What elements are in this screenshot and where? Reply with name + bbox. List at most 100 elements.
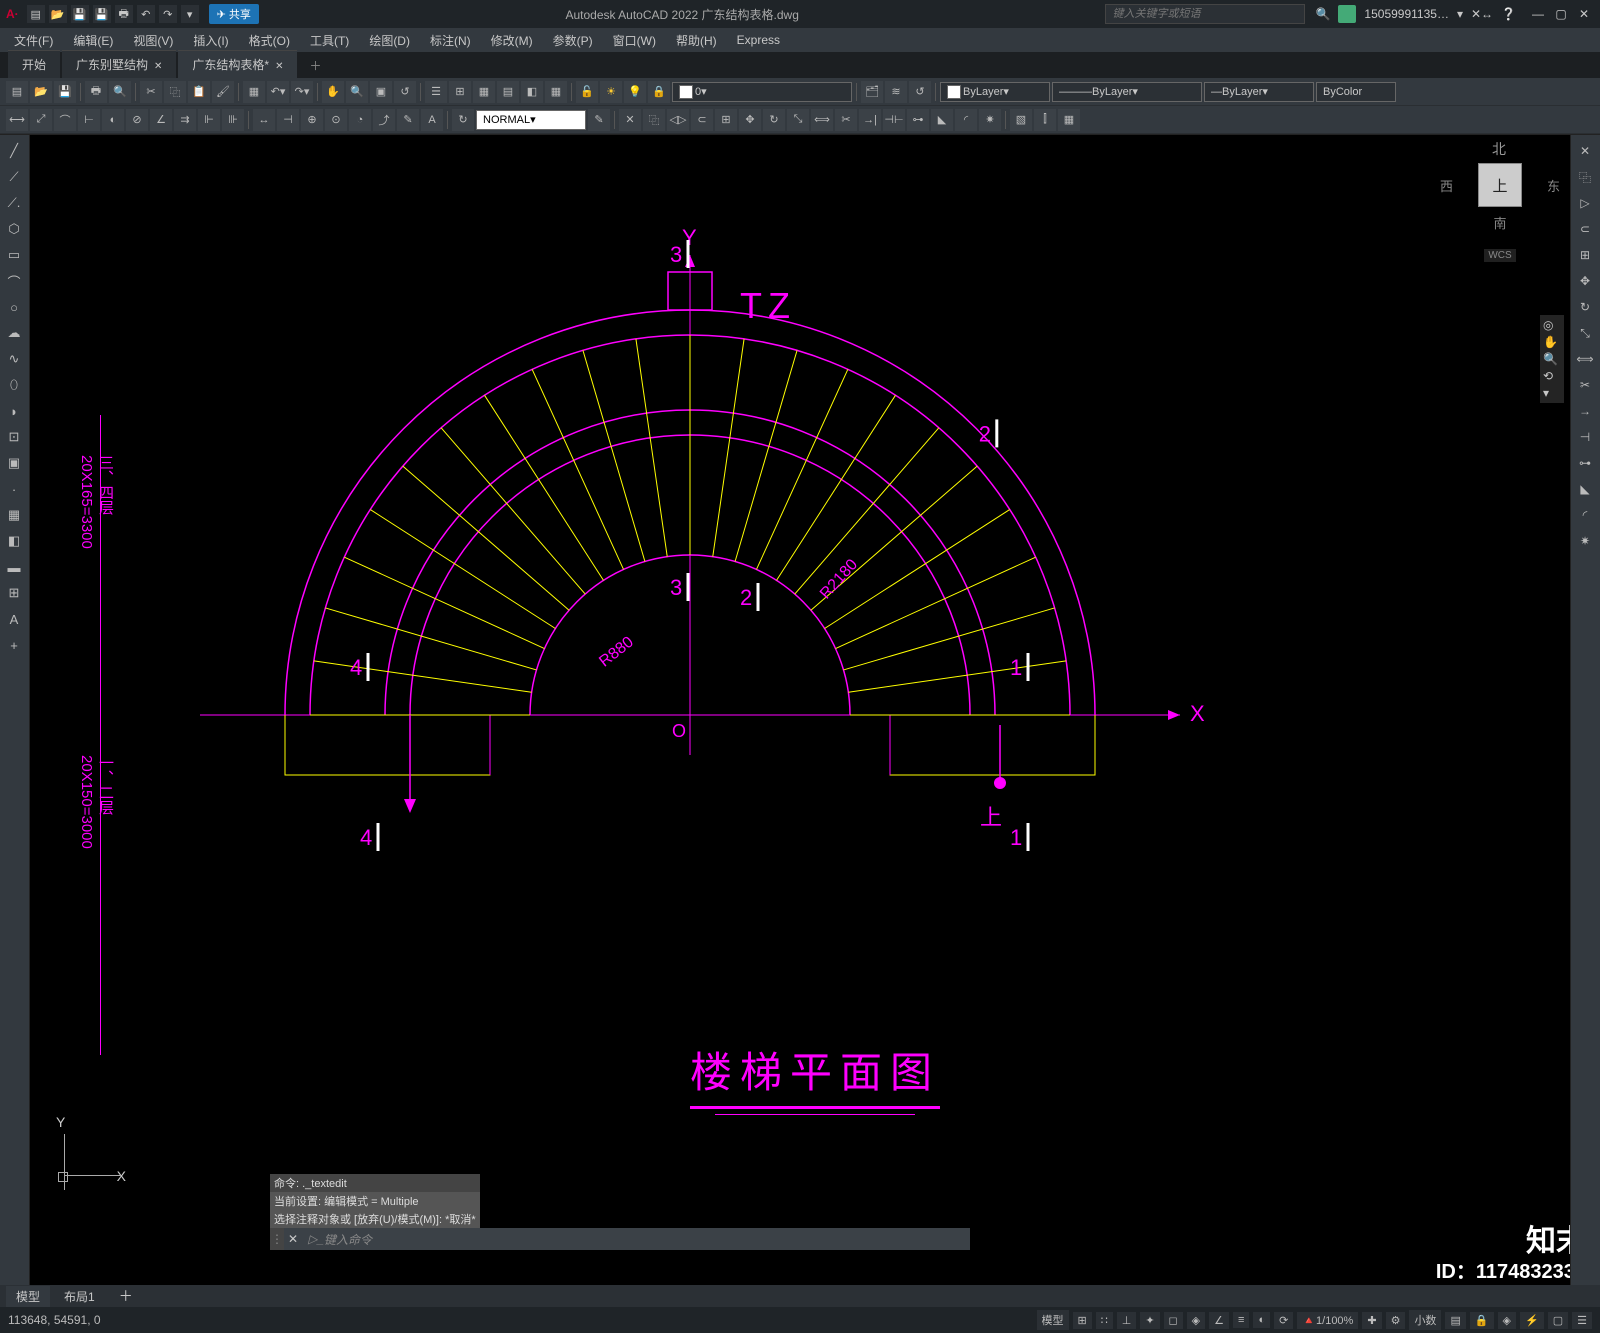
sb-workspace-icon[interactable]: ⚙ <box>1386 1312 1406 1329</box>
dimtedit-icon[interactable]: A <box>421 109 443 131</box>
saveas-icon[interactable]: 💾 <box>93 5 111 23</box>
sb-snap-icon[interactable]: ∷ <box>1096 1312 1113 1329</box>
nav-zoom-icon[interactable]: 🔍 <box>1543 352 1561 366</box>
tab-start[interactable]: 开始 <box>8 50 60 78</box>
join2-icon[interactable]: ⊶ <box>1573 451 1597 475</box>
sb-hardware-icon[interactable]: ⚡ <box>1520 1312 1544 1329</box>
menu-dimension[interactable]: 标注(N) <box>422 30 479 51</box>
toolpalette-icon[interactable]: ▦ <box>473 81 495 103</box>
paste-icon[interactable]: 📋 <box>188 81 210 103</box>
rectangle-icon[interactable]: ▭ <box>2 243 26 267</box>
dim-ordinate-icon[interactable]: ⊢ <box>78 109 100 131</box>
table-icon[interactable]: ⊞ <box>2 581 26 605</box>
erase-icon[interactable]: ✕ <box>1573 139 1597 163</box>
viewcube[interactable]: 北 西 上 东 南 WCS <box>1440 143 1560 283</box>
menu-parametric[interactable]: 参数(P) <box>545 30 601 51</box>
copy-icon[interactable]: ⿻ <box>164 81 186 103</box>
layer-lock-icon[interactable]: 🔒 <box>648 81 670 103</box>
point-icon[interactable]: · <box>2 477 26 501</box>
sb-grid-icon[interactable]: ⊞ <box>1073 1312 1092 1329</box>
redo-icon[interactable]: ↷▾ <box>291 81 313 103</box>
array2-icon[interactable]: ⊞ <box>1573 243 1597 267</box>
dimstyle-icon[interactable]: ✎ <box>588 109 610 131</box>
circle-icon[interactable]: ○ <box>2 295 26 319</box>
dim-angular-icon[interactable]: ∠ <box>150 109 172 131</box>
cmdline-handle-icon[interactable]: ⋮ <box>270 1228 284 1250</box>
tab-layout1[interactable]: 布局1 <box>54 1286 105 1307</box>
offset-icon[interactable]: ⊂ <box>691 109 713 131</box>
ellipse-icon[interactable]: ⬯ <box>2 373 26 397</box>
menu-draw[interactable]: 绘图(D) <box>361 30 418 51</box>
nav-showmotion-icon[interactable]: ▾ <box>1543 386 1561 400</box>
sb-isolate-icon[interactable]: ◈ <box>1498 1312 1516 1329</box>
sb-annoscale-icon[interactable]: 🔺1/100% <box>1297 1312 1358 1329</box>
offset2-icon[interactable]: ⊂ <box>1573 217 1597 241</box>
sb-cleanscreen-icon[interactable]: ▢ <box>1548 1312 1568 1329</box>
scale-icon[interactable]: ⤡ <box>787 109 809 131</box>
new-icon[interactable]: ▤ <box>6 81 28 103</box>
dim-diameter-icon[interactable]: ⊘ <box>126 109 148 131</box>
menu-edit[interactable]: 编辑(E) <box>65 30 121 51</box>
chamfer-icon[interactable]: ◣ <box>931 109 953 131</box>
arc-icon[interactable]: ⌒ <box>2 269 26 293</box>
layermgr-icon[interactable]: 🔓 <box>576 81 598 103</box>
dim-arc-icon[interactable]: ⌒ <box>54 109 76 131</box>
designcenter-icon[interactable]: ⊞ <box>449 81 471 103</box>
menu-tools[interactable]: 工具(T) <box>302 30 357 51</box>
layer-off-icon[interactable]: 💡 <box>624 81 646 103</box>
extend2-icon[interactable]: → <box>1573 399 1597 423</box>
tab-doc2[interactable]: 广东结构表格*✕ <box>178 50 297 78</box>
fillet2-icon[interactable]: ◜ <box>1573 503 1597 527</box>
zoomprev-icon[interactable]: ↺ <box>394 81 416 103</box>
plotstyle-dropdown[interactable]: ByColor <box>1316 82 1396 102</box>
save-icon[interactable]: 💾 <box>71 5 89 23</box>
explode-icon[interactable]: ✷ <box>979 109 1001 131</box>
linetype-dropdown[interactable]: ——— ByLayer ▾ <box>1052 82 1202 102</box>
menu-window[interactable]: 窗口(W) <box>605 30 664 51</box>
layer-dropdown[interactable]: 0 ▾ <box>672 82 852 102</box>
matchprop-icon[interactable]: 🖌 <box>212 81 234 103</box>
sb-annomonitor-icon[interactable]: ✚ <box>1362 1312 1381 1329</box>
nav-pan-icon[interactable]: ✋ <box>1543 335 1561 349</box>
dimstyle-dropdown[interactable]: NORMAL ▾ <box>476 110 586 130</box>
layerprev-icon[interactable]: ↺ <box>909 81 931 103</box>
sb-polar-icon[interactable]: ✦ <box>1140 1312 1159 1329</box>
spline-icon[interactable]: ∿ <box>2 347 26 371</box>
block-icon[interactable]: ▣ <box>2 451 26 475</box>
pan-icon[interactable]: ✋ <box>322 81 344 103</box>
close-icon[interactable]: ✕ <box>275 61 283 72</box>
pline-icon[interactable]: ⟋. <box>2 191 26 215</box>
region-icon[interactable]: ▬ <box>2 555 26 579</box>
dim-continue-icon[interactable]: ⊪ <box>222 109 244 131</box>
extend-icon[interactable]: →| <box>859 109 881 131</box>
insert-icon[interactable]: ⊡ <box>2 425 26 449</box>
save-icon[interactable]: 💾 <box>54 81 76 103</box>
viewcube-top[interactable]: 上 <box>1478 163 1522 207</box>
dim-quick-icon[interactable]: ⇉ <box>174 109 196 131</box>
ellipsearc-icon[interactable]: ◗ <box>2 399 26 423</box>
mirror2-icon[interactable]: ▷ <box>1573 191 1597 215</box>
dim-radius-icon[interactable]: ◐ <box>102 109 124 131</box>
draworder-icon[interactable]: ▧ <box>1010 109 1032 131</box>
sb-units-icon[interactable]: 小数 <box>1409 1310 1441 1330</box>
stretch-icon[interactable]: ⟺ <box>811 109 833 131</box>
menu-express[interactable]: Express <box>729 31 788 49</box>
new-tab-button[interactable]: ＋ <box>299 53 331 78</box>
menu-format[interactable]: 格式(O) <box>241 30 298 51</box>
dim-linear-icon[interactable]: ⟷ <box>6 109 28 131</box>
sb-model[interactable]: 模型 <box>1037 1310 1069 1330</box>
tab-doc1[interactable]: 广东别墅结构✕ <box>62 50 176 78</box>
break-icon[interactable]: ⊣⊢ <box>883 109 905 131</box>
polygon-icon[interactable]: ⬡ <box>2 217 26 241</box>
open-icon[interactable]: 📂 <box>49 5 67 23</box>
rotate-icon[interactable]: ↻ <box>763 109 785 131</box>
dimspace-icon[interactable]: ↔ <box>253 109 275 131</box>
erase-icon[interactable]: ✕ <box>619 109 641 131</box>
lineweight-dropdown[interactable]: — ByLayer ▾ <box>1204 82 1314 102</box>
sb-otrack-icon[interactable]: ∠ <box>1209 1312 1229 1329</box>
menu-modify[interactable]: 修改(M) <box>483 30 541 51</box>
tab-model[interactable]: 模型 <box>6 1286 50 1307</box>
dim-baseline-icon[interactable]: ⊩ <box>198 109 220 131</box>
mirror-icon[interactable]: ◁▷ <box>667 109 689 131</box>
centermark-icon[interactable]: ⊙ <box>325 109 347 131</box>
